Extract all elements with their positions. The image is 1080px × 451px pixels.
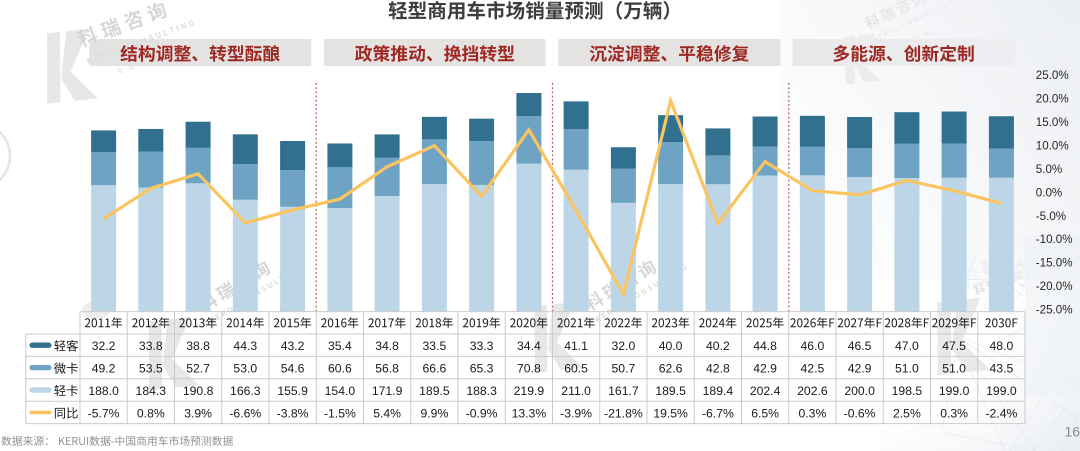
svg-text:13.3%: 13.3% xyxy=(512,406,547,420)
svg-text:42.5: 42.5 xyxy=(801,362,825,376)
svg-text:190.8: 190.8 xyxy=(183,384,214,398)
svg-text:32.0: 32.0 xyxy=(612,339,636,353)
svg-text:-25.0%: -25.0% xyxy=(1036,304,1073,317)
svg-text:-21.8%: -21.8% xyxy=(604,406,643,420)
svg-text:43.5: 43.5 xyxy=(990,362,1014,376)
svg-text:-3.9%: -3.9% xyxy=(560,406,592,420)
svg-text:35.4: 35.4 xyxy=(328,339,352,353)
svg-text:62.6: 62.6 xyxy=(659,362,683,376)
svg-text:15.0%: 15.0% xyxy=(1036,116,1069,129)
svg-text:53.5: 53.5 xyxy=(139,362,163,376)
svg-text:155.9: 155.9 xyxy=(277,384,308,398)
svg-text:33.8: 33.8 xyxy=(139,339,163,353)
svg-text:40.2: 40.2 xyxy=(706,339,730,353)
svg-text:0.0%: 0.0% xyxy=(1036,186,1062,199)
svg-text:60.6: 60.6 xyxy=(328,362,352,376)
svg-text:44.3: 44.3 xyxy=(233,339,257,353)
svg-text:42.9: 42.9 xyxy=(848,362,872,376)
svg-text:166.3: 166.3 xyxy=(230,384,261,398)
svg-text:200.0: 200.0 xyxy=(844,384,875,398)
svg-text:54.6: 54.6 xyxy=(281,362,305,376)
svg-text:202.4: 202.4 xyxy=(750,384,781,398)
svg-text:53.0: 53.0 xyxy=(233,362,257,376)
svg-text:16: 16 xyxy=(1065,424,1080,440)
svg-text:189.5: 189.5 xyxy=(655,384,686,398)
svg-text:2.5%: 2.5% xyxy=(893,406,921,420)
svg-text:33.3: 33.3 xyxy=(470,339,494,353)
svg-text:56.8: 56.8 xyxy=(375,362,399,376)
svg-text:41.1: 41.1 xyxy=(564,339,588,353)
svg-text:34.4: 34.4 xyxy=(517,339,541,353)
svg-text:219.9: 219.9 xyxy=(514,384,545,398)
svg-text:70.8: 70.8 xyxy=(517,362,541,376)
svg-text:5.0%: 5.0% xyxy=(1036,163,1062,176)
svg-text:10.0%: 10.0% xyxy=(1036,140,1069,153)
svg-text:44.8: 44.8 xyxy=(753,339,777,353)
svg-text:42.8: 42.8 xyxy=(706,362,730,376)
svg-text:65.3: 65.3 xyxy=(470,362,494,376)
svg-text:-5.0%: -5.0% xyxy=(1036,210,1066,223)
svg-text:0.3%: 0.3% xyxy=(799,406,827,420)
svg-text:48.0: 48.0 xyxy=(990,339,1014,353)
svg-text:-5.7%: -5.7% xyxy=(88,406,120,420)
svg-text:154.0: 154.0 xyxy=(325,384,356,398)
svg-text:60.5: 60.5 xyxy=(564,362,588,376)
svg-text:46.0: 46.0 xyxy=(801,339,825,353)
svg-text:3.9%: 3.9% xyxy=(184,406,212,420)
svg-text:19.5%: 19.5% xyxy=(653,406,688,420)
svg-text:-15.0%: -15.0% xyxy=(1036,257,1073,270)
svg-text:171.9: 171.9 xyxy=(372,384,403,398)
svg-text:40.0: 40.0 xyxy=(659,339,683,353)
svg-text:-2.4%: -2.4% xyxy=(985,406,1017,420)
svg-text:52.7: 52.7 xyxy=(186,362,210,376)
svg-text:46.5: 46.5 xyxy=(848,339,872,353)
svg-text:-6.6%: -6.6% xyxy=(229,406,261,420)
svg-text:-0.6%: -0.6% xyxy=(844,406,876,420)
svg-text:47.5: 47.5 xyxy=(942,339,966,353)
svg-text:-0.9%: -0.9% xyxy=(466,406,498,420)
svg-text:161.7: 161.7 xyxy=(608,384,639,398)
svg-text:-1.5%: -1.5% xyxy=(324,406,356,420)
svg-text:38.8: 38.8 xyxy=(186,339,210,353)
svg-text:199.0: 199.0 xyxy=(986,384,1017,398)
svg-text:51.0: 51.0 xyxy=(895,362,919,376)
svg-text:51.0: 51.0 xyxy=(942,362,966,376)
svg-text:66.6: 66.6 xyxy=(423,362,447,376)
svg-text:42.9: 42.9 xyxy=(753,362,777,376)
svg-text:50.7: 50.7 xyxy=(612,362,636,376)
svg-text:6.5%: 6.5% xyxy=(751,406,779,420)
svg-text:189.4: 189.4 xyxy=(703,384,734,398)
svg-text:25.0%: 25.0% xyxy=(1036,69,1069,82)
svg-text:211.0: 211.0 xyxy=(561,384,591,398)
svg-text:199.0: 199.0 xyxy=(939,384,970,398)
svg-text:20.0%: 20.0% xyxy=(1036,93,1069,106)
svg-text:32.2: 32.2 xyxy=(92,339,116,353)
svg-text:184.3: 184.3 xyxy=(136,384,167,398)
svg-text:189.5: 189.5 xyxy=(419,384,450,398)
svg-text:-20.0%: -20.0% xyxy=(1036,280,1073,293)
svg-text:0.8%: 0.8% xyxy=(137,406,165,420)
svg-text:-3.8%: -3.8% xyxy=(277,406,309,420)
svg-text:33.5: 33.5 xyxy=(423,339,447,353)
svg-text:5.4%: 5.4% xyxy=(373,406,401,420)
svg-text:-6.7%: -6.7% xyxy=(702,406,734,420)
svg-text:34.8: 34.8 xyxy=(375,339,399,353)
svg-text:198.5: 198.5 xyxy=(892,384,923,398)
svg-text:188.0: 188.0 xyxy=(88,384,119,398)
svg-text:188.3: 188.3 xyxy=(466,384,497,398)
svg-text:202.6: 202.6 xyxy=(797,384,828,398)
svg-text:0.3%: 0.3% xyxy=(940,406,968,420)
svg-text:47.0: 47.0 xyxy=(895,339,919,353)
svg-text:9.9%: 9.9% xyxy=(421,406,449,420)
svg-text:49.2: 49.2 xyxy=(92,362,116,376)
svg-text:43.2: 43.2 xyxy=(281,339,305,353)
svg-text:-10.0%: -10.0% xyxy=(1036,233,1073,246)
